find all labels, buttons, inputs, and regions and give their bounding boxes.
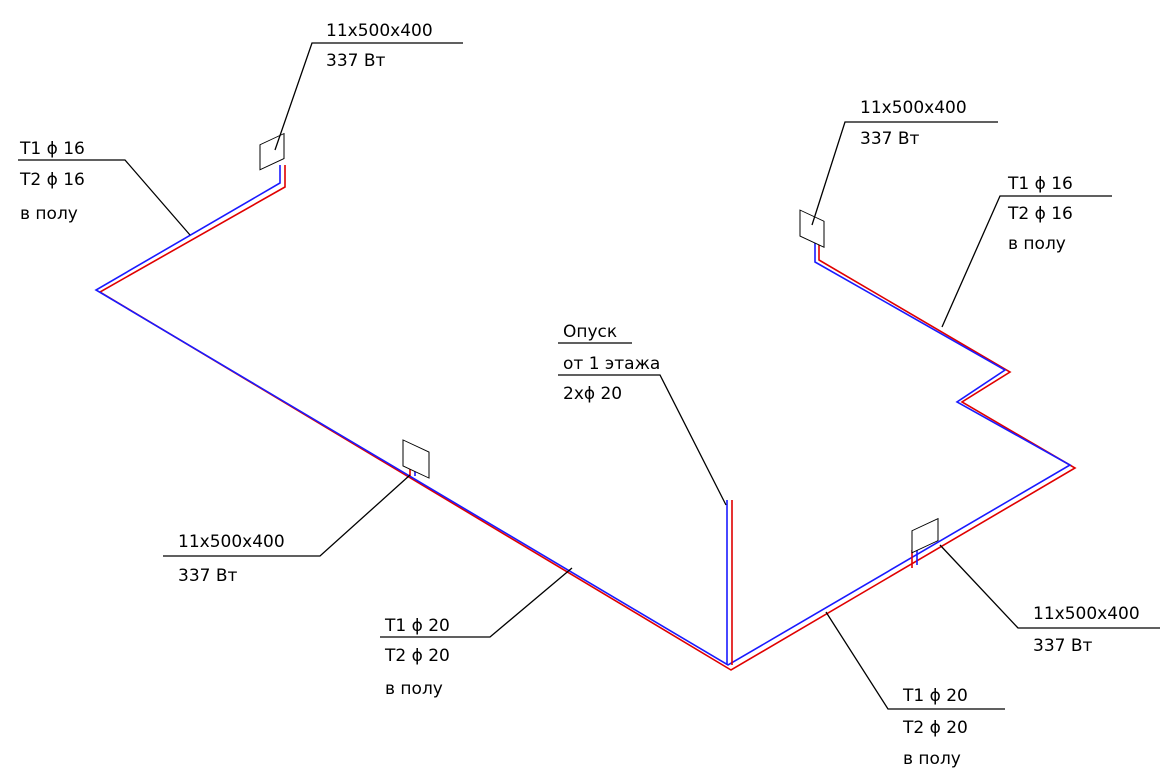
label-text: 11x500x400 bbox=[860, 98, 967, 118]
leader bbox=[274, 42, 463, 151]
leader bbox=[380, 567, 573, 638]
label-text: 337 Вт bbox=[326, 51, 386, 71]
radiator bbox=[911, 517, 939, 554]
label-text: Т2 ϕ 20 bbox=[384, 646, 450, 666]
leader bbox=[163, 474, 411, 557]
label-text: Т2 ϕ 20 bbox=[902, 718, 968, 738]
labels: 11x500x400 337 Вт Т1 ϕ 16 Т2 ϕ 16 в полу… bbox=[19, 21, 1140, 769]
label-text: 337 Вт bbox=[860, 129, 920, 149]
leader bbox=[811, 121, 998, 226]
label-text: 2хϕ 20 bbox=[563, 384, 622, 404]
label-text: от 1 этажа bbox=[563, 354, 660, 374]
label-text: в полу bbox=[385, 679, 443, 699]
label-text: 337 Вт bbox=[178, 566, 238, 586]
label-text: 11x500x400 bbox=[1033, 604, 1140, 624]
label-text: Т1 ϕ 20 bbox=[902, 686, 968, 706]
leader bbox=[941, 195, 1112, 328]
label-text: в полу bbox=[1008, 234, 1066, 254]
label-text: Т1 ϕ 16 bbox=[1007, 174, 1073, 194]
leader bbox=[558, 374, 727, 506]
label-text: 11x500x400 bbox=[178, 532, 285, 552]
supply-pipe bbox=[98, 165, 1077, 671]
label-text: в полу bbox=[20, 204, 78, 224]
label-text: 11x500x400 bbox=[326, 21, 433, 41]
radiator bbox=[259, 132, 285, 171]
radiator bbox=[402, 439, 430, 479]
label-text: Т1 ϕ 20 bbox=[384, 616, 450, 636]
leader bbox=[939, 544, 1160, 629]
pipes bbox=[94, 165, 1077, 671]
label-text: Т1 ϕ 16 bbox=[19, 139, 85, 159]
leader bbox=[825, 611, 1005, 710]
leaders bbox=[18, 42, 1160, 710]
label-text: Опуск bbox=[563, 322, 617, 342]
label-text: Т2 ϕ 16 bbox=[1007, 204, 1073, 224]
radiator bbox=[799, 209, 825, 248]
radiators bbox=[259, 132, 939, 554]
label-text: Т2 ϕ 16 bbox=[19, 170, 85, 190]
return-pipe bbox=[94, 165, 1072, 666]
leader bbox=[18, 159, 191, 236]
label-text: в полу bbox=[903, 749, 961, 769]
label-text: 337 Вт bbox=[1033, 636, 1093, 656]
